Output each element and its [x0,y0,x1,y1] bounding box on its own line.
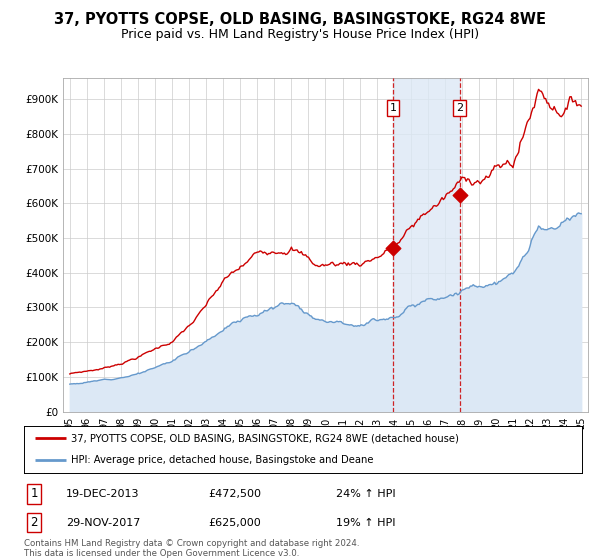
Text: HPI: Average price, detached house, Basingstoke and Deane: HPI: Average price, detached house, Basi… [71,455,374,465]
Point [455,190,464,199]
Text: 2: 2 [30,516,38,529]
Bar [393,78,460,412]
Text: 19% ↑ HPI: 19% ↑ HPI [337,517,396,528]
Text: 19-DEC-2013: 19-DEC-2013 [66,489,139,499]
Text: 29-NOV-2017: 29-NOV-2017 [66,517,140,528]
Text: Contains HM Land Registry data © Crown copyright and database right 2024.
This d: Contains HM Land Registry data © Crown c… [24,539,359,558]
Text: Price paid vs. HM Land Registry's House Price Index (HPI): Price paid vs. HM Land Registry's House … [121,28,479,41]
Text: 24% ↑ HPI: 24% ↑ HPI [337,489,396,499]
Point [388,243,398,252]
Text: 37, PYOTTS COPSE, OLD BASING, BASINGSTOKE, RG24 8WE (detached house): 37, PYOTTS COPSE, OLD BASING, BASINGSTOK… [71,433,460,444]
Text: 2: 2 [456,103,463,113]
Text: 37, PYOTTS COPSE, OLD BASING, BASINGSTOKE, RG24 8WE: 37, PYOTTS COPSE, OLD BASING, BASINGSTOK… [54,12,546,27]
Text: £625,000: £625,000 [208,517,261,528]
Text: £472,500: £472,500 [208,489,261,499]
Text: 1: 1 [389,103,397,113]
Text: 1: 1 [30,487,38,500]
